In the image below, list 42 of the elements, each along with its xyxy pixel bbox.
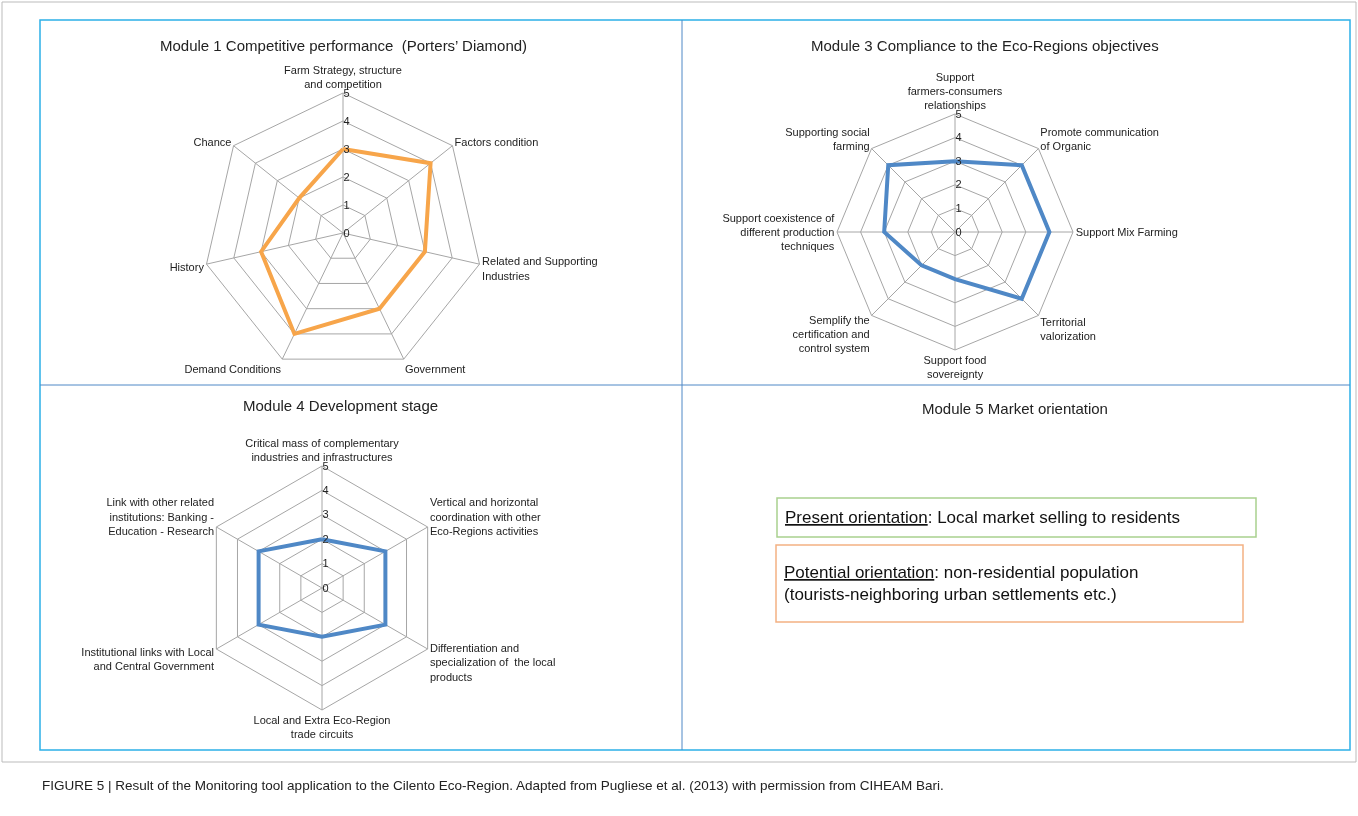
spoke-label: Related and Supporting Industries <box>482 255 598 282</box>
spoke-label: Semplify the certification and control system <box>792 313 870 355</box>
y-tick-label: 3 <box>343 142 350 155</box>
text: Module 5 Market orientation <box>922 400 1108 417</box>
y-tick-label: 3 <box>322 508 329 521</box>
spoke-label: Government <box>404 363 466 376</box>
spoke-label: Support food sovereignty <box>923 353 987 380</box>
spoke-label: Critical mass of complementary industries and infrastructures <box>245 436 400 464</box>
chart-title: Module 3 Compliance to the Eco-Regions objectives <box>811 37 1159 54</box>
y-tick-label: 2 <box>322 532 329 545</box>
spoke-label: Supporting social farming <box>785 125 870 152</box>
y-tick-label: 1 <box>955 201 962 214</box>
spoke-label: Chance <box>193 135 232 148</box>
y-tick-label: 2 <box>343 170 350 183</box>
spoke-label: Support coexistence of different production techniques <box>722 211 836 253</box>
spoke-label: Territorial valorization <box>1040 315 1096 343</box>
spoke-label: Factors condition <box>454 135 539 148</box>
y-tick-label: 0 <box>322 581 329 594</box>
spoke-label: Vertical and horizontal coordination with other Eco-Regions activities <box>429 496 542 538</box>
y-tick-label: 1 <box>343 198 350 211</box>
spoke-label: Support farmers-consumers relationships <box>907 70 1003 112</box>
spoke-label: Local and Extra Eco-Region trade circuits <box>253 713 391 740</box>
y-tick-label: 4 <box>343 114 350 127</box>
spoke-label: Differentiation and specialization of the local products <box>429 642 556 683</box>
y-tick-label: 0 <box>955 225 962 238</box>
y-tick-label: 3 <box>955 154 962 167</box>
y-tick-label: 4 <box>322 483 329 496</box>
y-tick-label: 4 <box>955 131 962 144</box>
chart-title: Module 1 Competitive performance (Porters’ Diamond) <box>160 37 528 54</box>
caption: FIGURE 5 | Result of the Monitoring tool application to the Cilento Eco-Region. Adapted from Pugliese et al. (2013) with permission from CIHEAM Bari. <box>42 778 944 793</box>
chart-title: Module 4 Development stage <box>243 397 439 414</box>
y-tick-label: 0 <box>343 226 350 239</box>
spoke-label: Promote communication of Organic <box>1040 125 1159 152</box>
y-tick-label: 1 <box>322 557 329 570</box>
text: Potential orientation: non-residential population (tourists-neighboring urban settlements etc.) <box>784 563 1139 605</box>
spoke-label: Link with other related institutions: Banking - Education - Research <box>106 496 215 538</box>
spoke-label: History <box>169 260 205 273</box>
text: Present orientation: Local market selling to residents <box>785 508 1180 527</box>
spoke-label: Institutional links with Local and Central Government <box>81 645 215 672</box>
spoke-label: Support Mix Farming <box>1075 225 1178 238</box>
spoke-label: Demand Conditions <box>184 363 282 376</box>
y-tick-label: 2 <box>955 178 962 191</box>
